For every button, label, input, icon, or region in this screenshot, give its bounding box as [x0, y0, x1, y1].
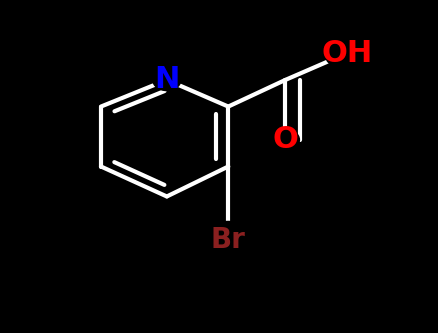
Text: O: O	[272, 125, 297, 155]
Circle shape	[324, 37, 368, 70]
Text: OH: OH	[321, 39, 371, 68]
Circle shape	[204, 221, 252, 258]
Text: N: N	[154, 65, 179, 95]
Circle shape	[152, 69, 180, 91]
Text: Br: Br	[210, 226, 245, 254]
Circle shape	[271, 129, 299, 151]
